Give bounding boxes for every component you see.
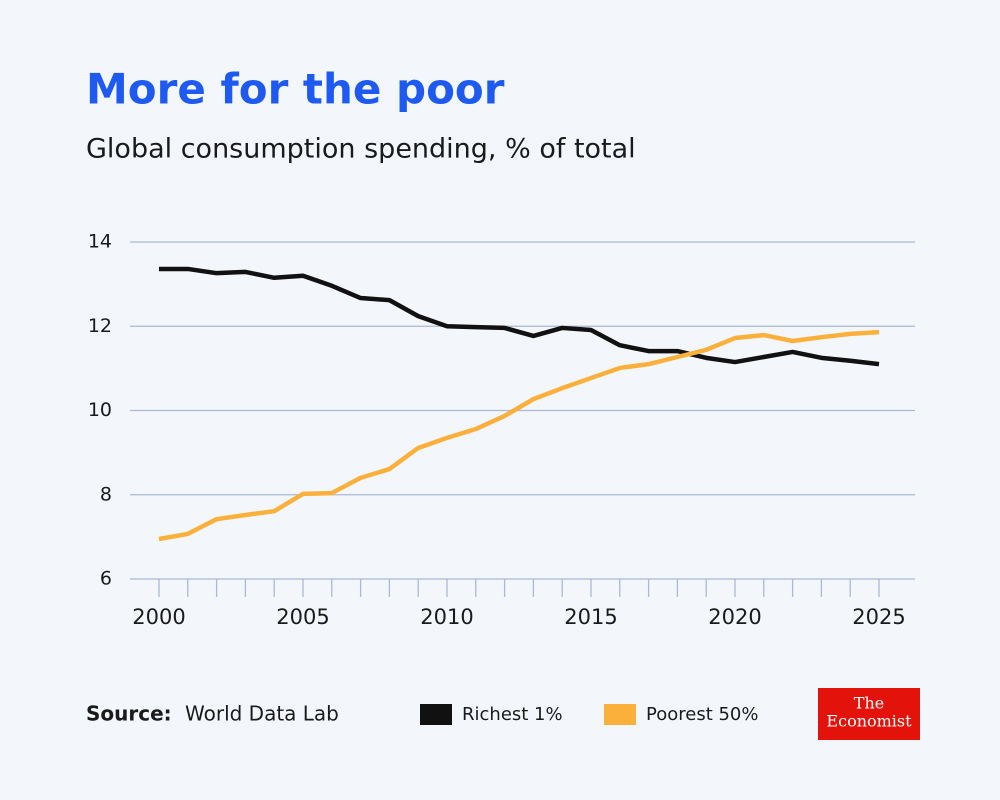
y-tick-label: 6 <box>100 568 112 590</box>
source-label: Source: <box>86 702 172 726</box>
legend-swatch <box>604 704 636 725</box>
chart-subtitle: Global consumption spending, % of total <box>86 134 636 165</box>
x-tick-label: 2000 <box>132 605 185 629</box>
legend-swatch <box>420 704 452 725</box>
data-line <box>158 329 880 542</box>
y-tick-label: 10 <box>88 399 112 421</box>
x-tick-label: 2015 <box>564 605 617 629</box>
logo-text: Economist <box>826 712 912 731</box>
logo-box <box>818 688 920 740</box>
chart-title: More for the poor <box>86 65 505 114</box>
x-tick-label: 2025 <box>852 605 905 629</box>
legend-label: Poorest 50% <box>646 704 758 725</box>
x-tick-label: 2020 <box>708 605 761 629</box>
x-tick-label: 2005 <box>276 605 329 629</box>
y-tick-label: 12 <box>88 315 112 337</box>
data-line <box>159 266 880 367</box>
source: World Data Lab <box>185 702 339 726</box>
y-tick-label: 14 <box>88 231 112 253</box>
x-tick-label: 2010 <box>420 605 473 629</box>
logo-text: The <box>854 694 884 713</box>
legend-label: Richest 1% <box>462 704 563 725</box>
y-tick-label: 8 <box>100 483 112 505</box>
